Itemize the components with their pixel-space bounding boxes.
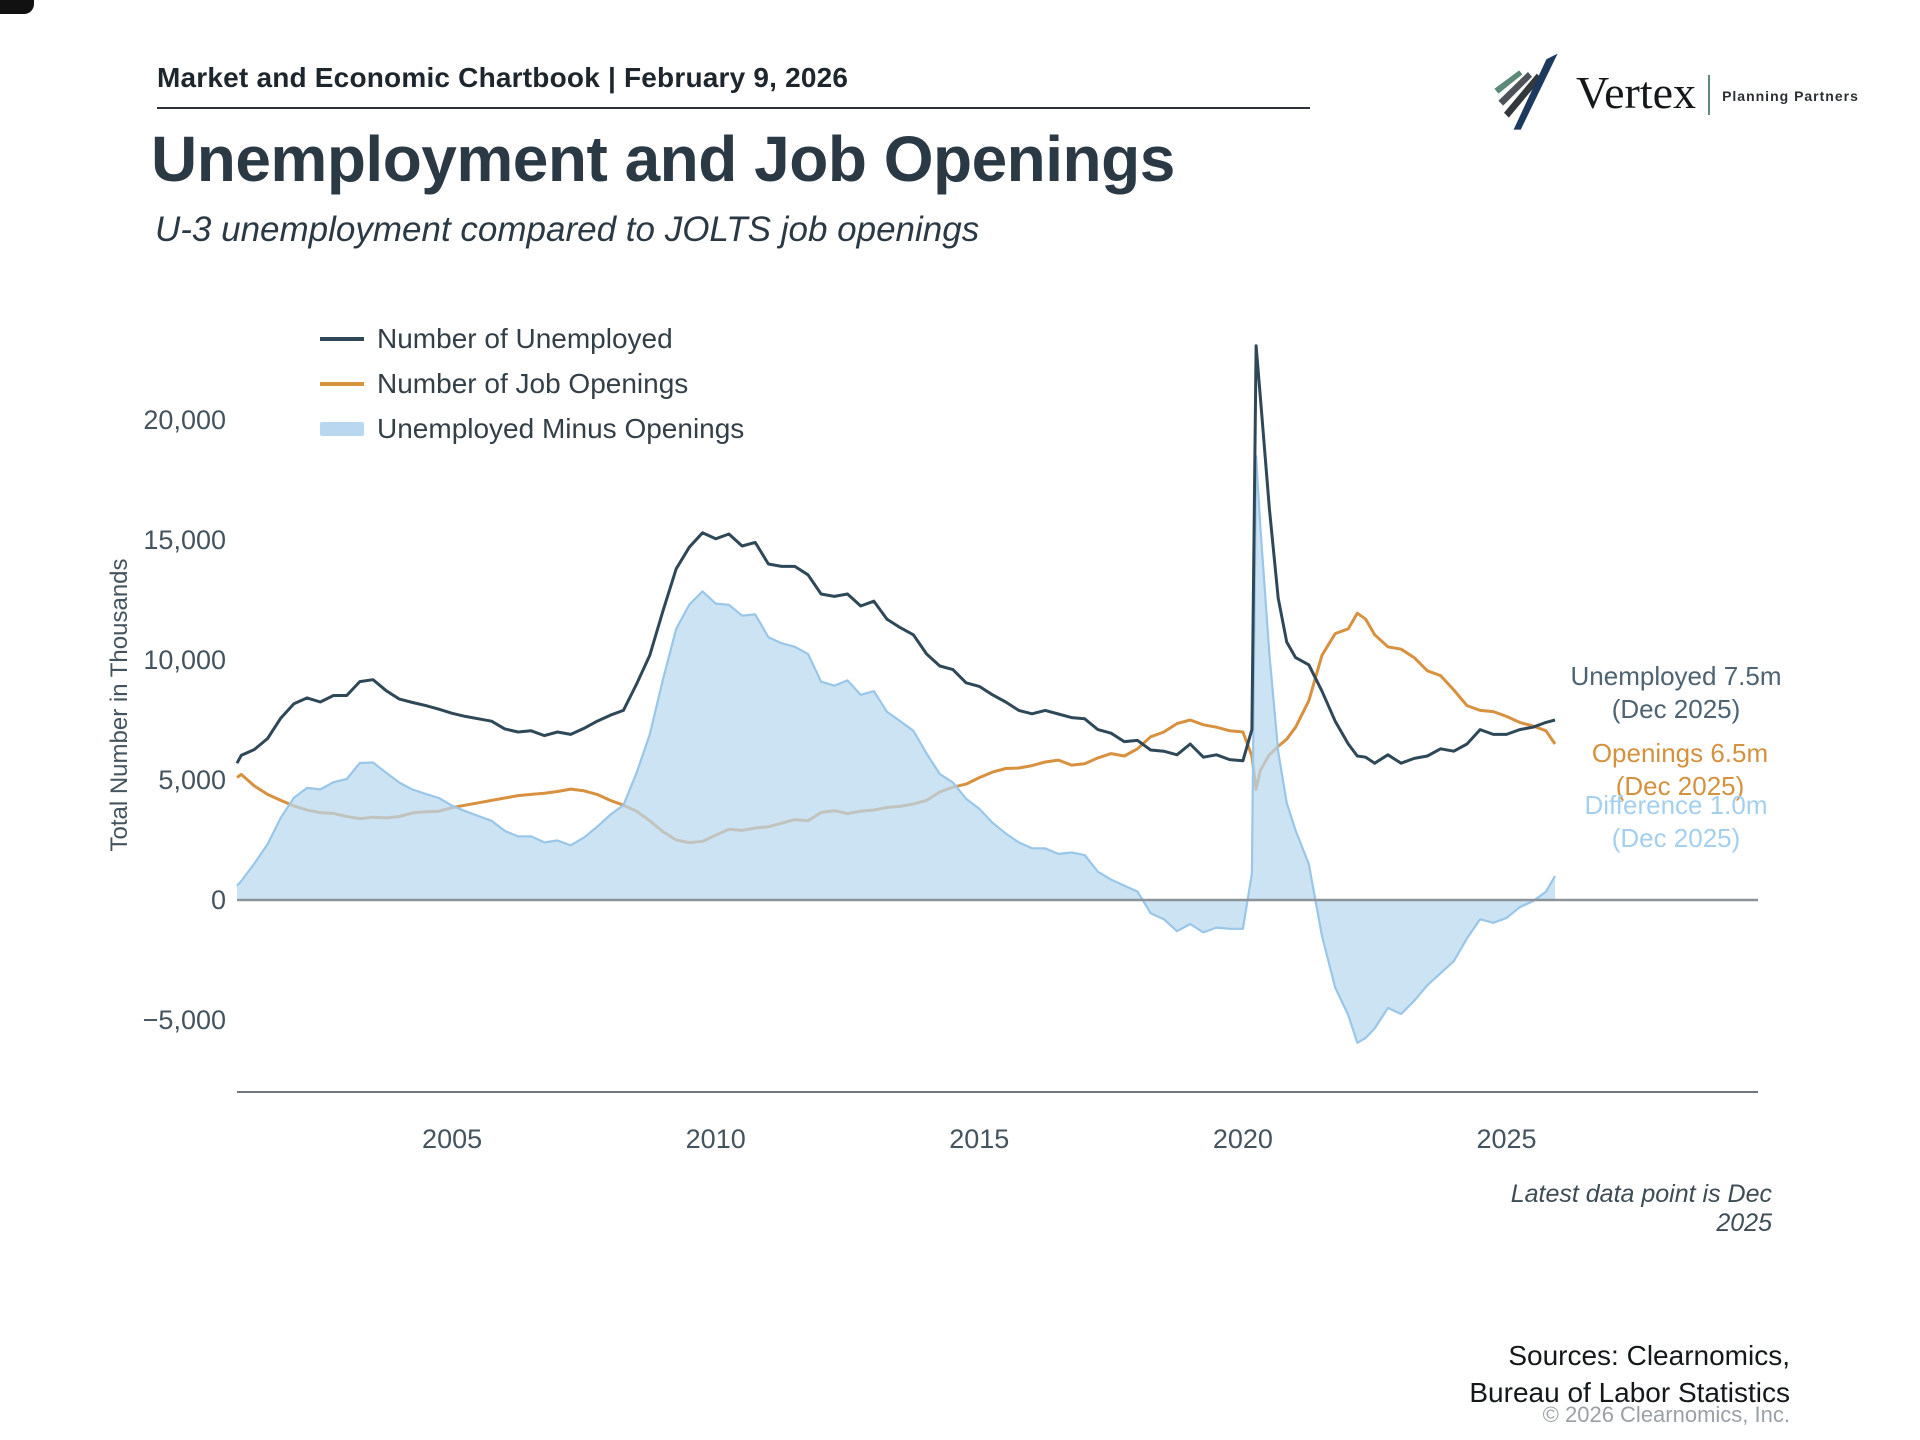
x-tick-label: 2005: [422, 1124, 482, 1154]
page-title: Unemployment and Job Openings: [151, 123, 1175, 195]
y-tick-label: 0: [211, 885, 226, 915]
legend-label: Unemployed Minus Openings: [377, 413, 745, 444]
y-axis-tick-labels: 20,000 15,000 10,000 5,000 0 −5,000: [143, 405, 226, 1035]
x-tick-label: 2010: [686, 1124, 746, 1154]
unemployed-line: [235, 344, 1556, 765]
y-tick-label: 20,000: [143, 405, 226, 435]
sources-line1: Sources: Clearnomics,: [1508, 1340, 1790, 1371]
chart-legend: Number of Unemployed Number of Job Openi…: [320, 323, 744, 445]
x-tick-label: 2020: [1213, 1124, 1273, 1154]
header-rule: [157, 107, 1310, 109]
vertex-logo-text: Vertex: [1576, 66, 1697, 118]
openings-annotation-value: Openings 6.5m: [1591, 738, 1769, 768]
legend-item-difference: Unemployed Minus Openings: [320, 413, 744, 445]
vertex-logo: Vertex Planning Partners: [1492, 50, 1859, 134]
unemployed-annotation: Unemployed 7.5m (Dec 2025): [1556, 660, 1796, 726]
difference-annotation: Difference 1.0m (Dec 2025): [1556, 789, 1796, 855]
corner-artifact: [0, 0, 34, 14]
page-subtitle: U-3 unemployment compared to JOLTS job o…: [155, 210, 980, 249]
vertex-logo-tagline: Planning Partners: [1722, 88, 1859, 104]
y-tick-label: −5,000: [143, 1005, 226, 1035]
sources-line2: Bureau of Labor Statistics: [1469, 1377, 1790, 1408]
y-tick-label: 10,000: [143, 645, 226, 675]
difference-annotation-value: Difference 1.0m: [1584, 790, 1768, 820]
legend-item-openings: Number of Job Openings: [320, 368, 744, 400]
legend-label: Number of Unemployed: [377, 323, 673, 354]
y-tick-label: 15,000: [143, 525, 226, 555]
logo-separator: [1708, 75, 1711, 115]
unemployed-line-swatch: [320, 337, 364, 341]
openings-annotation-date: (Dec 2025): [1615, 771, 1745, 801]
difference-area: [237, 456, 1555, 1043]
legend-item-unemployed: Number of Unemployed: [320, 323, 744, 355]
x-tick-label: 2025: [1476, 1124, 1536, 1154]
openings-line-swatch: [320, 382, 364, 386]
unemployed-annotation-value: Unemployed 7.5m: [1570, 661, 1782, 691]
openings-annotation: Openings 6.5m (Dec 2025): [1560, 737, 1800, 803]
unemployed-annotation-date: (Dec 2025): [1611, 694, 1741, 724]
legend-label: Number of Job Openings: [377, 368, 689, 399]
x-tick-label: 2015: [949, 1124, 1009, 1154]
difference-area-swatch: [320, 422, 364, 436]
x-axis-tick-labels: 2005 2010 2015 2020 2025: [422, 1124, 1536, 1154]
y-tick-label: 5,000: [158, 765, 226, 795]
vertex-logo-icon: [1494, 53, 1558, 130]
sources-text: Sources: Clearnomics, Bureau of Labor St…: [1400, 1337, 1790, 1411]
difference-annotation-date: (Dec 2025): [1611, 823, 1741, 853]
chartbook-header: Market and Economic Chartbook | February…: [157, 62, 849, 93]
latest-data-footnote: Latest data point is Dec 2025: [1510, 1180, 1772, 1237]
copyright-text: © 2026 Clearnomics, Inc.: [1542, 1402, 1790, 1427]
difference-edge-line: [236, 455, 1556, 1044]
